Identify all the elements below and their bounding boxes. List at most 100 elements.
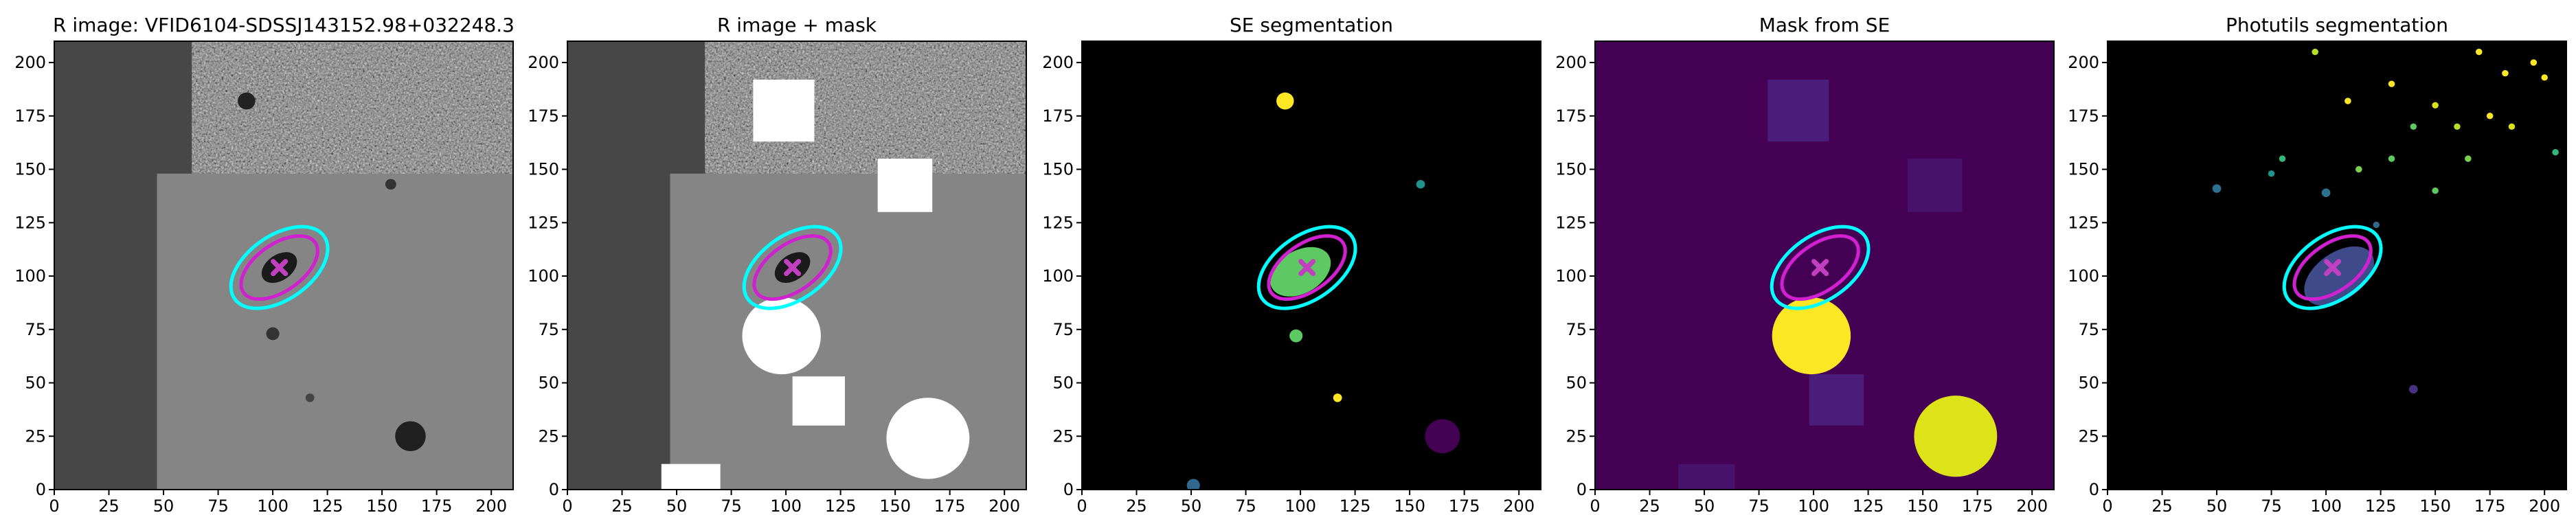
y-tick-label: 75 — [1566, 320, 1587, 339]
axes-frame — [1081, 41, 1541, 490]
panel-title: Mask from SE — [1759, 14, 1890, 36]
region — [2454, 123, 2461, 130]
y-tick-label: 25 — [25, 426, 46, 446]
region — [2373, 221, 2380, 229]
y-tick-label: 150 — [2068, 160, 2099, 179]
x-tick-label: 25 — [2151, 496, 2173, 515]
x-tick-label: 200 — [475, 496, 507, 515]
region — [2432, 102, 2439, 108]
x-tick-label: 200 — [2529, 496, 2560, 515]
y-tick-label: 175 — [528, 106, 559, 126]
y-tick-label: 50 — [2078, 374, 2099, 393]
region — [2312, 48, 2318, 56]
x-tick-label: 200 — [1503, 496, 1535, 515]
region — [2530, 59, 2538, 66]
x-tick-label: 0 — [1076, 496, 1087, 515]
x-tick-label: 50 — [2206, 496, 2228, 515]
panel-title: R image: VFID6104-SDSSJ143152.98+032248.… — [53, 14, 515, 36]
x-tick-label: 150 — [879, 496, 911, 515]
y-tick-label: 125 — [1042, 213, 1074, 232]
aperture-ellipse — [1770, 225, 1871, 310]
y-tick-label: 100 — [14, 266, 46, 286]
x-tick-label: 175 — [934, 496, 966, 515]
y-tick-label: 50 — [538, 374, 559, 393]
y-tick-label: 75 — [25, 320, 46, 339]
region — [2486, 113, 2494, 119]
noise-texture — [192, 41, 513, 174]
x-tick-label: 0 — [2102, 496, 2112, 515]
axes-frame — [2107, 41, 2567, 490]
region — [1425, 419, 1460, 454]
region — [2279, 155, 2286, 162]
region — [2465, 155, 2472, 162]
center-marker — [271, 259, 289, 277]
y-tick-label: 50 — [1052, 374, 1074, 393]
region — [2541, 74, 2548, 81]
x-tick-label: 25 — [611, 496, 633, 515]
y-tick-label: 25 — [2078, 426, 2099, 446]
x-tick-label: 150 — [366, 496, 398, 515]
region — [2508, 123, 2516, 130]
region — [266, 327, 280, 341]
image-area — [567, 41, 1026, 490]
y-tick-label: 75 — [538, 320, 559, 339]
x-tick-label: 50 — [1694, 496, 1715, 515]
region — [238, 92, 256, 110]
y-tick-label: 0 — [1063, 480, 1074, 499]
panel-title: R image + mask — [717, 14, 877, 36]
x-tick-label: 125 — [1853, 496, 1884, 515]
aperture-ellipse — [239, 234, 319, 301]
region — [1907, 159, 1963, 212]
x-tick-label: 75 — [721, 496, 742, 515]
aperture-ellipse — [742, 225, 843, 310]
y-tick-label: 50 — [25, 374, 46, 393]
region — [1416, 180, 1425, 189]
image-area — [2108, 41, 2566, 490]
y-tick-label: 75 — [2078, 320, 2099, 339]
region — [742, 297, 821, 375]
x-tick-label: 25 — [1639, 496, 1660, 515]
x-tick-label: 25 — [98, 496, 120, 515]
region — [877, 159, 933, 212]
x-tick-label: 100 — [2310, 496, 2342, 515]
region — [2475, 48, 2483, 56]
y-tick-label: 50 — [1566, 374, 1587, 393]
y-tick-label: 200 — [14, 53, 46, 72]
x-tick-label: 0 — [1590, 496, 1600, 515]
x-tick-label: 75 — [207, 496, 229, 515]
axes-frame — [54, 41, 514, 490]
region — [157, 173, 513, 490]
panel-title: SE segmentation — [1230, 14, 1393, 36]
region — [1914, 396, 1998, 477]
y-tick-label: 125 — [1555, 213, 1587, 232]
y-tick-label: 200 — [1555, 53, 1587, 72]
y-tick-label: 200 — [2068, 53, 2099, 72]
x-tick-label: 100 — [1285, 496, 1316, 515]
aperture-ellipse — [1256, 225, 1357, 310]
region — [753, 79, 815, 142]
center-marker — [1298, 259, 1316, 277]
y-tick-label: 150 — [14, 160, 46, 179]
image-area — [1595, 41, 2054, 490]
y-tick-label: 100 — [528, 266, 559, 286]
aperture-ellipse — [2292, 234, 2373, 301]
x-tick-label: 125 — [2365, 496, 2397, 515]
region — [2345, 98, 2351, 104]
aperture-ellipse — [1267, 234, 1347, 301]
y-tick-label: 0 — [549, 480, 559, 499]
panel: 0 25 50 75 100 125 150 175 200 0 25 50 75 100 125 150 17… — [2068, 14, 2567, 515]
x-tick-label: 150 — [2419, 496, 2451, 515]
region — [2408, 385, 2418, 394]
image-area — [54, 41, 513, 490]
region — [2552, 149, 2559, 156]
region — [2388, 80, 2395, 87]
region — [1289, 329, 1303, 343]
region — [385, 179, 396, 190]
region — [2388, 155, 2395, 162]
panel: 0 25 50 75 100 125 150 175 200 0 25 50 75 100 125 150 17… — [1042, 14, 1541, 515]
panel: 0 25 50 75 100 125 150 175 200 0 25 50 75 100 125 150 17… — [528, 14, 1027, 515]
x-tick-label: 100 — [1798, 496, 1829, 515]
y-tick-label: 200 — [528, 53, 559, 72]
y-tick-label: 0 — [1577, 480, 1587, 499]
y-tick-label: 175 — [1555, 106, 1587, 126]
